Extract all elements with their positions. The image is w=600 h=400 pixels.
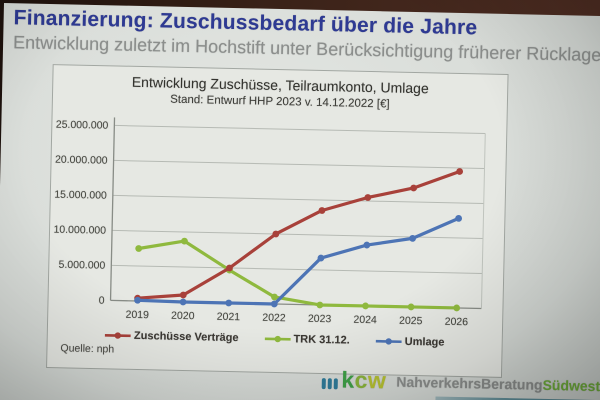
data-point xyxy=(226,264,233,272)
y-tick-label: 10.000.000 xyxy=(53,224,106,237)
data-point xyxy=(271,293,278,301)
kcw-logo-bars xyxy=(321,378,338,390)
gridline xyxy=(111,264,483,274)
data-point xyxy=(362,302,369,310)
kcw-logo-bar xyxy=(333,378,338,390)
data-point xyxy=(364,194,372,201)
chart-source: Quelle: nph xyxy=(60,342,115,356)
data-point xyxy=(179,298,187,306)
data-point xyxy=(409,234,416,242)
kcw-logo-bar xyxy=(321,378,326,390)
kcw-letter: k xyxy=(341,366,355,393)
data-point xyxy=(181,237,188,245)
data-point xyxy=(453,304,461,312)
kcw-logo-letters: kcw xyxy=(341,366,387,394)
data-point xyxy=(316,301,324,309)
data-point xyxy=(317,254,325,262)
data-point xyxy=(455,214,463,222)
brand-region: Südwest xyxy=(542,376,600,395)
series-line xyxy=(135,216,461,306)
y-tick-label: 0 xyxy=(99,295,105,307)
slide-subtitle: Entwicklung zuletzt im Hochstift unter B… xyxy=(12,32,600,66)
x-tick-label: 2024 xyxy=(353,314,377,327)
y-tick-label: 5.000.000 xyxy=(58,259,105,272)
data-point xyxy=(134,296,141,304)
legend-marker xyxy=(375,338,402,345)
data-point xyxy=(456,168,464,175)
x-tick-label: 2022 xyxy=(262,312,286,325)
x-tick-label: 2020 xyxy=(171,310,195,323)
data-point xyxy=(179,291,187,299)
data-point xyxy=(272,230,280,238)
data-point xyxy=(410,184,418,192)
data-point xyxy=(225,299,233,307)
kcw-letter: w xyxy=(367,367,387,394)
chart-plot: 0 5.000.000 10.000.000 15.000.000 20.000.000… xyxy=(53,117,486,329)
footer: kcw NahverkehrsBeratungSüdwest xyxy=(321,366,600,399)
legend-label: Umlage xyxy=(404,335,445,349)
legend-label: TRK 31.12. xyxy=(293,333,350,347)
gridline xyxy=(112,229,483,240)
chart-legend: Zuschüsse Verträge TRK 31.12. Umlage xyxy=(48,328,502,350)
data-point xyxy=(318,207,326,214)
legend-item: Zuschüsse Verträge xyxy=(104,329,239,345)
y-tick-label: 20.000.000 xyxy=(55,154,108,167)
x-tick-label: 2019 xyxy=(125,309,149,322)
gridline xyxy=(113,159,485,170)
y-tick-label: 15.000.000 xyxy=(54,189,107,202)
kcw-logo-bar xyxy=(327,378,332,390)
x-tick-label: 2026 xyxy=(445,316,469,329)
data-point xyxy=(135,245,143,252)
series-line xyxy=(135,169,462,300)
chart-panel: Entwicklung Zuschüsse, Teilraumkonto, Um… xyxy=(46,64,509,378)
brand-name: NahverkehrsBeratung xyxy=(396,373,543,393)
gridline xyxy=(114,124,486,135)
data-point xyxy=(363,241,371,249)
plot-right-border xyxy=(480,133,486,309)
y-tick-label: 25.000.000 xyxy=(56,119,109,132)
y-axis-line xyxy=(109,117,116,301)
x-tick-label: 2021 xyxy=(217,311,241,324)
data-point xyxy=(270,300,278,308)
brand-line: NahverkehrsBeratungSüdwest xyxy=(396,373,600,395)
legend-item: Umlage xyxy=(375,335,445,349)
kcw-letter: c xyxy=(354,366,369,394)
x-tick-label: 2023 xyxy=(308,313,332,326)
gridline xyxy=(112,194,484,205)
kcw-logo: kcw xyxy=(321,366,387,394)
series-line xyxy=(137,239,459,310)
x-tick-label: 2025 xyxy=(399,315,423,328)
legend-marker xyxy=(264,335,291,343)
legend-item: TRK 31.12. xyxy=(264,333,350,347)
legend-marker xyxy=(104,332,132,339)
projection-slide: Finanzierung: Zuschussbedarf über die Ja… xyxy=(0,3,600,400)
data-point xyxy=(407,303,415,311)
legend-label: Zuschüsse Verträge xyxy=(133,329,239,345)
